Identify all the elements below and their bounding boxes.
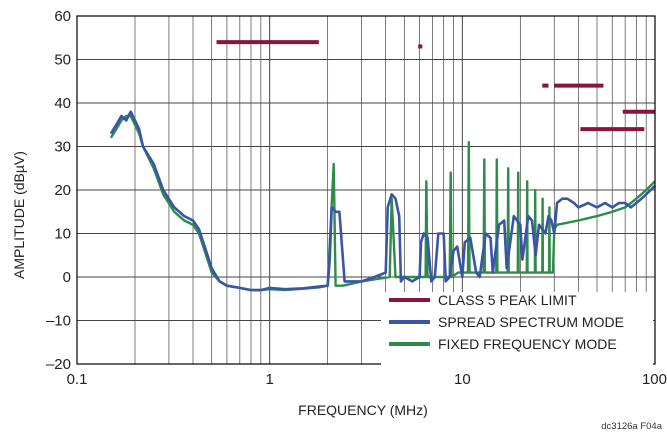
- y-tick-label: 0: [63, 269, 71, 286]
- legend: CLASS 5 PEAK LIMIT SPREAD SPECTRUM MODE FI…: [381, 292, 653, 365]
- fixed-frequency-line: [109, 114, 656, 292]
- y-tick-label: 40: [54, 95, 71, 112]
- spread-spectrum-line: [109, 110, 656, 292]
- plot-frame: [76, 15, 656, 365]
- class5-limit-series: [216, 40, 655, 132]
- y-tick-label: 60: [54, 8, 71, 25]
- y-tick-label: 50: [54, 52, 71, 69]
- spread-spectrum-series: [109, 110, 656, 292]
- y-tick-label: –20: [46, 356, 71, 373]
- x-tick-label: 100: [642, 371, 667, 388]
- y-tick-label: 10: [54, 226, 71, 243]
- y-axis-ticks: 60 50 40 30 20 10 0 –10 –20: [46, 8, 71, 373]
- figure-id: dc3126a F04a: [601, 421, 662, 432]
- legend-label: CLASS 5 PEAK LIMIT: [438, 292, 577, 308]
- y-tick-label: 30: [54, 139, 71, 156]
- legend-label: SPREAD SPECTRUM MODE: [438, 314, 624, 330]
- y-tick-label: –10: [46, 313, 71, 330]
- fixed-frequency-series: [109, 114, 656, 292]
- legend-background: [381, 292, 653, 365]
- y-tick-label: 20: [54, 182, 71, 199]
- y-axis-label: AMPLITUDE (dBµV): [11, 151, 27, 279]
- legend-label: FIXED FREQUENCY MODE: [438, 336, 617, 352]
- x-tick-label: 0.1: [67, 371, 88, 388]
- x-tick-label: 1: [265, 371, 273, 388]
- x-axis-ticks: 0.1 1 10 100: [67, 371, 667, 388]
- x-tick-label: 10: [454, 371, 471, 388]
- x-axis-label: FREQUENCY (MHz): [298, 402, 428, 418]
